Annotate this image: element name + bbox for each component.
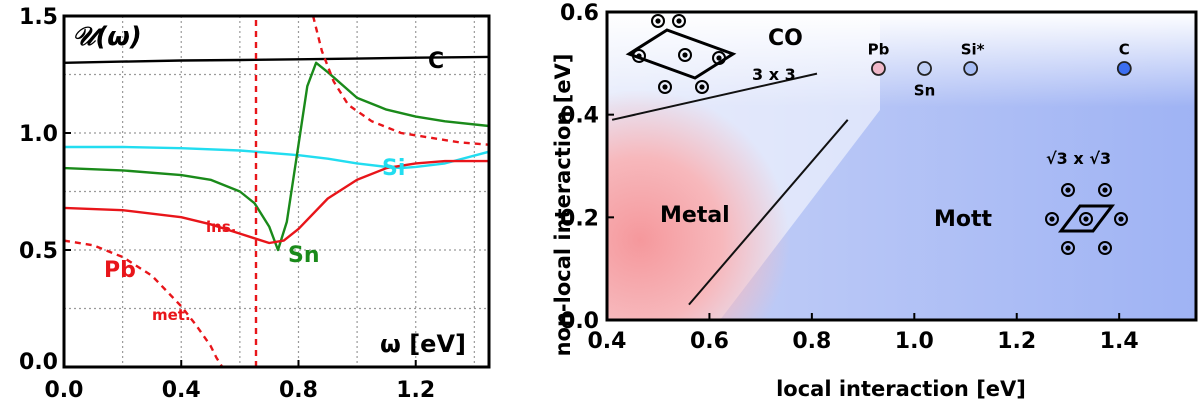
right-xlabel: local interaction [eV] <box>776 377 1026 401</box>
series-c-line <box>64 55 489 64</box>
left-title: 𝒰(ω) <box>72 22 142 52</box>
right-ytick-label: 0.6 <box>560 1 599 26</box>
right-xtick-label: 0.8 <box>792 329 831 354</box>
left-xtick-label: 0.4 <box>162 378 201 403</box>
phase-boundaries <box>611 72 849 306</box>
series-sn-line <box>64 61 489 252</box>
point-label-pb: Pb <box>868 40 890 58</box>
point-label-si: Si* <box>961 40 985 58</box>
right-xtick-label: 0.4 <box>588 329 627 354</box>
material-points: Pb Sn Si* C <box>868 40 1132 99</box>
left-chart: 0.0 0.4 0.8 1.2 0.0 0.5 1.0 1.5 𝒰(ω) ω [eV] C S… <box>19 5 491 403</box>
label-Si: Si <box>382 156 405 181</box>
phase-boundary-line <box>688 119 849 306</box>
region-label-CO: CO <box>768 26 803 51</box>
label-Pb: Pb <box>104 258 136 283</box>
phase-boundary-line <box>611 72 818 121</box>
label-met: met. <box>152 306 191 324</box>
right-ytick-label: 0.0 <box>560 309 599 334</box>
label-ins: ins. <box>206 218 236 236</box>
right-xtick-label: 1.2 <box>997 329 1036 354</box>
right-ylabel: non-local interaction [eV] <box>551 54 575 357</box>
right-ticks: 0.4 0.6 0.8 1.0 1.2 1.4 0.0 0.2 0.4 0.6 <box>560 1 1139 354</box>
lattice-root3-icon <box>1045 183 1128 255</box>
point-c <box>1116 61 1132 76</box>
left-ytick-label: 0.0 <box>19 350 58 375</box>
point-label-c: C <box>1119 40 1130 58</box>
left-plot-frame <box>62 14 491 369</box>
label-root3: √3 x √3 <box>1046 149 1111 168</box>
right-plot-frame <box>605 10 1198 322</box>
right-ytick-label: 0.4 <box>560 104 599 129</box>
right-xtick-label: 0.6 <box>690 329 729 354</box>
co-region <box>607 12 1196 107</box>
region-label-Mott: Mott <box>934 207 993 232</box>
left-ytick-label: 1.0 <box>19 122 58 147</box>
left-ytick-label: 1.5 <box>19 5 58 30</box>
lattice-3x3-icon <box>625 14 737 94</box>
series-pb-line <box>64 159 489 245</box>
label-Sn: Sn <box>288 243 320 268</box>
right-xtick-label: 1.0 <box>895 329 934 354</box>
point-pb <box>871 61 886 76</box>
left-xtick-label: 1.2 <box>396 378 435 403</box>
left-series <box>64 16 489 367</box>
point-si <box>963 61 979 76</box>
left-xlabel: ω [eV] <box>380 330 466 358</box>
series-pb-ins-line <box>311 16 489 146</box>
right-xtick-label: 1.4 <box>1100 329 1139 354</box>
point-label-sn: Sn <box>914 81 935 99</box>
point-sn <box>917 61 932 76</box>
left-xtick-label: 0.8 <box>279 378 318 403</box>
region-label-Metal: Metal <box>660 203 730 228</box>
left-ticks: 0.0 0.4 0.8 1.2 0.0 0.5 1.0 1.5 <box>19 5 435 403</box>
left-ytick-label: 0.5 <box>19 239 58 264</box>
left-xtick-label: 0.0 <box>45 378 84 403</box>
series-si-line <box>64 145 489 170</box>
label-3x3: 3 x 3 <box>752 65 796 84</box>
right-ytick-label: 0.2 <box>560 206 599 231</box>
label-C: C <box>428 49 444 74</box>
